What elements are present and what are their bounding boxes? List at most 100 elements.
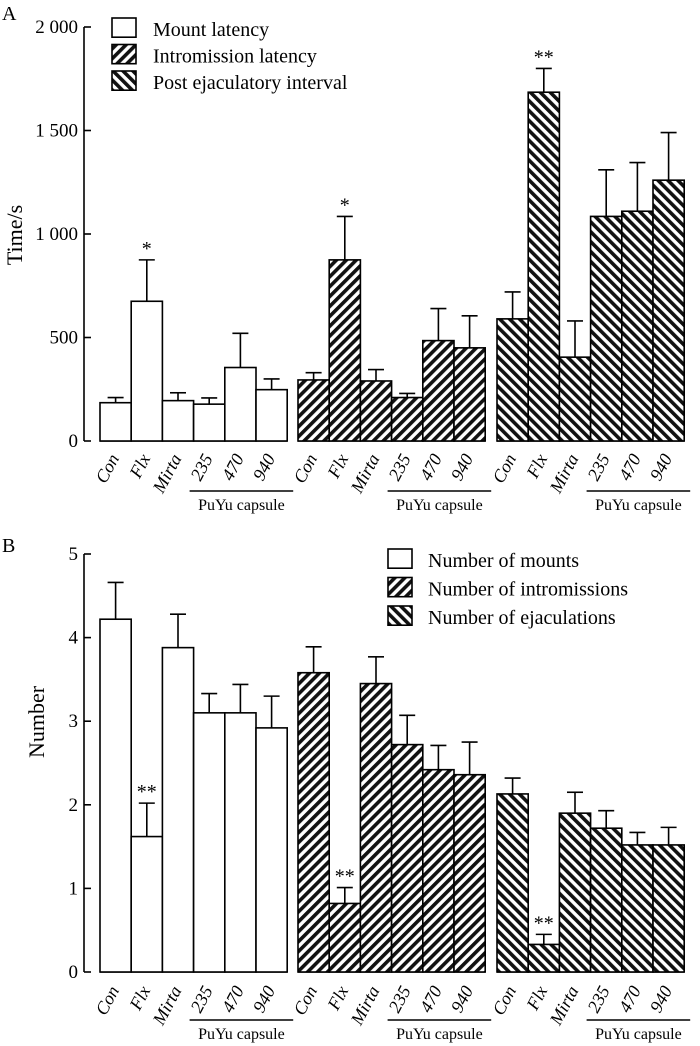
bar [390, 396, 424, 442]
legend-label: Number of ejaculations [428, 607, 616, 629]
bar [421, 768, 455, 973]
category-label: 470 [218, 982, 248, 1015]
y-tick-label: 5 [69, 544, 79, 565]
bar [192, 712, 226, 973]
significance-marker: ** [534, 912, 554, 934]
category-label: Con [488, 982, 520, 1018]
category-label: Mirta [545, 450, 582, 496]
bar [527, 943, 561, 973]
group-label: PuYu capsule [198, 1026, 285, 1043]
panel-b-legend: Number of mounts Number of intromissions N… [387, 548, 628, 629]
category-label: 470 [416, 982, 446, 1015]
bar [620, 210, 654, 442]
bar [496, 318, 530, 442]
bar [161, 399, 195, 442]
y-tick-label: 4 [69, 628, 79, 649]
panel-b-label: B [2, 535, 15, 557]
y-tick-label: 2 000 [35, 17, 78, 38]
bar [255, 388, 289, 442]
bar [453, 773, 487, 973]
panel-a: A Time/s 0 500 1 000 1 500 2 000 Mount laten… [2, 3, 691, 514]
category-label: 940 [646, 450, 676, 483]
y-tick-label: 0 [69, 431, 79, 452]
legend-label: Intromission latency [153, 46, 317, 68]
bar [421, 339, 455, 442]
category-label: Mirta [148, 982, 185, 1028]
category-label: 470 [615, 982, 645, 1015]
category-label: 470 [218, 450, 248, 483]
category-label: 470 [416, 450, 446, 483]
bar [558, 356, 592, 442]
significance-marker: ** [137, 781, 157, 803]
group-label: PuYu capsule [595, 497, 682, 514]
legend-swatch [387, 548, 413, 570]
panel-b-bars: ** ** ** [99, 581, 686, 973]
panel-a-bars: **** [99, 46, 686, 442]
panel-b-ylabel: Number [24, 685, 49, 758]
bar [496, 793, 530, 973]
bar [620, 844, 654, 973]
y-tick-label: 500 [50, 328, 79, 349]
category-label: 470 [615, 450, 645, 483]
category-label: 940 [249, 982, 279, 1015]
significance-marker: * [340, 194, 350, 216]
bar [652, 179, 686, 442]
y-tick-label: 1 [69, 878, 79, 899]
category-label: Mirta [545, 982, 582, 1028]
category-label: Mirta [346, 982, 383, 1028]
category-label: Con [91, 450, 123, 486]
legend-label: Mount latency [153, 19, 269, 41]
bar [359, 682, 393, 973]
category-label: Con [488, 450, 520, 486]
category-label: Flx [125, 982, 154, 1013]
bar [130, 300, 164, 442]
panel-a-legend: Mount latency Intromission latency Post ej… [111, 17, 348, 94]
category-label: Con [91, 982, 123, 1018]
bar [558, 812, 592, 973]
category-label: Con [289, 982, 321, 1018]
bar [328, 259, 362, 442]
bar [130, 835, 164, 973]
bar [99, 401, 133, 442]
legend-label: Number of intromissions [428, 579, 628, 601]
bar [297, 671, 331, 973]
legend-swatch [111, 70, 137, 92]
category-label: 235 [384, 450, 414, 483]
category-label: 940 [447, 982, 477, 1015]
bar [589, 827, 623, 973]
bar [589, 215, 623, 442]
legend-label: Post ejaculatory interval [153, 72, 348, 94]
category-label: 235 [384, 982, 414, 1015]
bar [390, 743, 424, 973]
category-label: 940 [646, 982, 676, 1015]
group-label: PuYu capsule [396, 1026, 483, 1043]
y-tick-label: 2 [69, 795, 79, 816]
category-label: 235 [186, 982, 216, 1015]
group-label: PuYu capsule [198, 497, 285, 514]
category-label: 235 [186, 450, 216, 483]
legend-swatch [387, 605, 413, 627]
y-tick-label: 3 [69, 711, 79, 732]
panel-a-ylabel: Time/s [2, 205, 27, 265]
y-tick-label: 0 [69, 962, 79, 983]
category-label: Con [289, 450, 321, 486]
category-label: Mirta [346, 450, 383, 496]
bar [161, 646, 195, 973]
significance-marker: ** [335, 866, 355, 888]
bar [652, 844, 686, 973]
bar [453, 347, 487, 442]
bar [328, 902, 362, 973]
panel-a-label: A [2, 3, 17, 25]
category-label: 940 [447, 450, 477, 483]
category-label: Flx [522, 982, 551, 1013]
bar [224, 712, 257, 973]
legend-swatch [111, 17, 137, 39]
significance-marker: ** [534, 46, 554, 68]
legend-swatch [387, 576, 413, 598]
category-label: 940 [249, 450, 279, 483]
category-label: 235 [583, 450, 613, 483]
